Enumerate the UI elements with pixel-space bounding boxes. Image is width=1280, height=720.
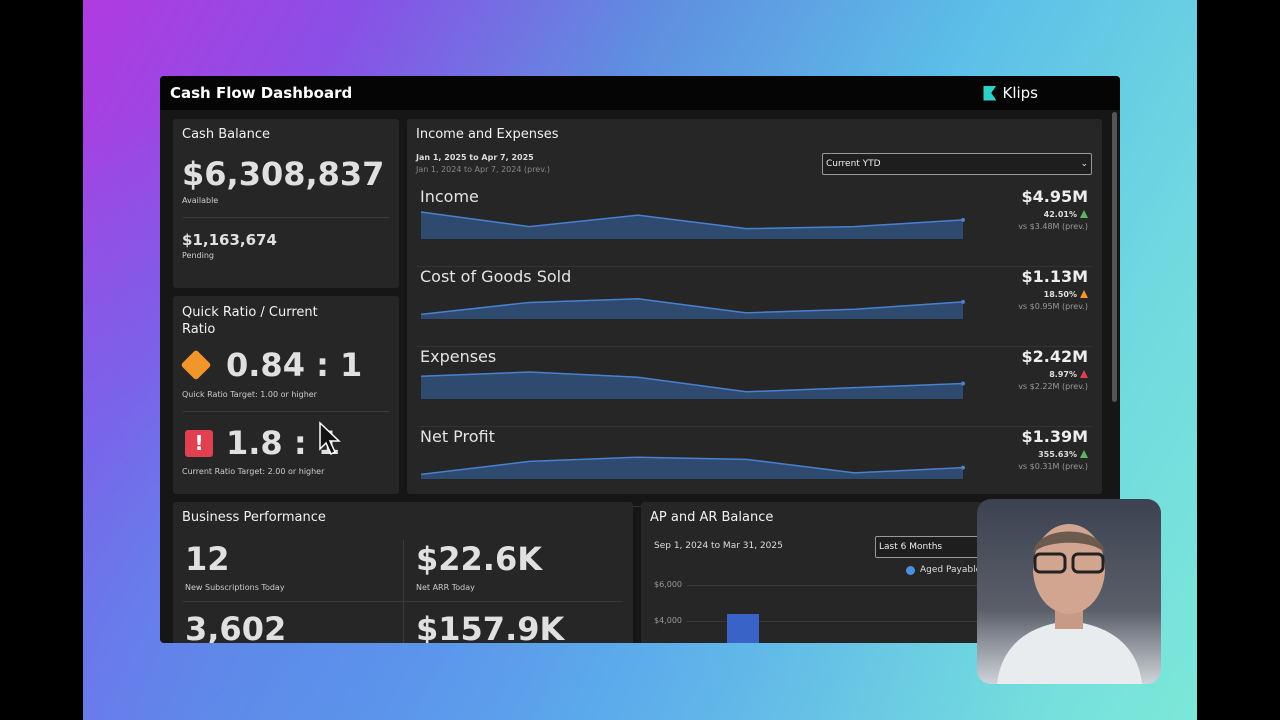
trend-up-icon — [1080, 370, 1088, 378]
sparkline — [420, 298, 965, 319]
sparkline-end-point — [961, 465, 965, 470]
quick-ratio-value: 0.84 : 1 — [226, 346, 363, 384]
card-title: Business Performance — [182, 510, 326, 525]
metric-label: Net Profit — [420, 427, 495, 446]
card-title: AP and AR Balance — [650, 510, 774, 525]
period-select-value: Last 6 Months — [879, 542, 943, 552]
aged-payables-bar — [727, 613, 759, 643]
prev-date-range: Jan 1, 2024 to Apr 7, 2024 (prev.) — [416, 165, 550, 174]
divider — [183, 411, 389, 412]
dashboard-title: Cash Flow Dashboard — [170, 84, 353, 102]
dashboard-header: Cash Flow Dashboard Klips — [160, 76, 1120, 110]
card-title: Income and Expenses — [416, 127, 559, 142]
klips-logo-icon — [983, 85, 997, 101]
metric-label: Cost of Goods Sold — [420, 267, 572, 286]
sparkline-end-point — [961, 381, 965, 386]
metric-change: 355.63% — [1038, 450, 1088, 459]
prev-value: vs $2.22M (prev.) — [1018, 382, 1088, 391]
new-subscriptions-value: 12 — [185, 540, 230, 578]
prev-value: vs $0.95M (prev.) — [1018, 302, 1088, 311]
change-percent: 8.97% — [1049, 370, 1077, 379]
webcam-overlay — [977, 499, 1161, 684]
y-tick-label: $6,000 — [654, 580, 682, 589]
sparkline-line — [420, 371, 964, 393]
cash-balance-card: Cash Balance $6,308,837 Available $1,163… — [173, 119, 399, 288]
chart-legend: Aged Payables — [906, 565, 986, 575]
available-value: $6,308,837 — [182, 155, 385, 193]
sparkline-area — [421, 372, 963, 399]
chevron-down-icon: ⌄ — [1080, 159, 1088, 169]
metric-value: $157.9K — [416, 610, 565, 643]
change-percent: 355.63% — [1038, 450, 1077, 459]
sparkline-area — [421, 212, 963, 239]
new-subscriptions-label: New Subscriptions Today — [185, 583, 285, 592]
trend-up-icon — [1080, 450, 1088, 458]
metric-row: Income $4.95M 42.01% vs $3.48M (prev.) — [417, 187, 1092, 267]
metric-change: 18.50% — [1044, 290, 1088, 299]
metric-value: $1.13M — [1021, 267, 1088, 286]
metric-value: 3,602 — [185, 610, 287, 643]
alert-exclamation-icon: ! — [185, 430, 213, 457]
sparkline-area — [421, 457, 963, 479]
klips-logo: Klips — [983, 84, 1038, 102]
metric-change: 42.01% — [1044, 210, 1088, 219]
metric-value: $2.42M — [1021, 347, 1088, 366]
metric-change: 8.97% — [1049, 370, 1088, 379]
brand-name: Klips — [1002, 84, 1038, 102]
change-percent: 18.50% — [1043, 290, 1077, 299]
sparkline — [420, 211, 965, 239]
metric-row: Net Profit $1.39M 355.63% vs $0.31M (pre… — [417, 427, 1092, 507]
sparkline-end-point — [961, 299, 965, 304]
sparkline — [420, 371, 965, 399]
pending-label: Pending — [182, 251, 214, 260]
trend-up-icon — [1080, 210, 1088, 218]
net-arr-value: $22.6K — [416, 540, 543, 578]
metric-value: $1.39M — [1021, 427, 1088, 446]
current-ratio-target: Current Ratio Target: 2.00 or higher — [182, 467, 325, 476]
warning-diamond-icon — [180, 349, 212, 381]
ratio-card: Quick Ratio / Current Ratio 0.84 : 1 Qui… — [173, 296, 399, 494]
metric-row: Expenses $2.42M 8.97% vs $2.22M (prev.) — [417, 347, 1092, 427]
date-range: Sep 1, 2024 to Mar 31, 2025 — [654, 541, 783, 551]
y-tick-label: $4,000 — [654, 616, 682, 625]
date-range: Jan 1, 2025 to Apr 7, 2025 — [416, 153, 534, 162]
period-select-value: Current YTD — [826, 159, 881, 169]
business-performance-card: Business Performance 12 New Subscription… — [173, 502, 633, 643]
sparkline — [420, 456, 965, 479]
net-arr-label: Net ARR Today — [416, 583, 475, 592]
gridline — [687, 621, 1102, 622]
prev-value: vs $3.48M (prev.) — [1018, 222, 1088, 231]
presenter-video — [997, 524, 1142, 684]
gridline — [687, 585, 1102, 586]
pending-value: $1,163,674 — [182, 231, 277, 249]
quick-ratio-target: Quick Ratio Target: 1.00 or higher — [182, 390, 317, 399]
metric-row: Cost of Goods Sold $1.13M 18.50% vs $0.9… — [417, 267, 1092, 347]
divider — [183, 217, 389, 218]
dashboard-window: Cash Flow Dashboard Klips Cash Balance $… — [160, 76, 1120, 643]
trend-up-icon — [1080, 290, 1088, 298]
legend-label: Aged Payables — [920, 565, 986, 575]
sparkline-area — [421, 298, 963, 319]
divider — [183, 601, 623, 602]
divider — [403, 540, 404, 643]
metric-label: Income — [420, 187, 479, 206]
legend-dot-icon — [906, 565, 915, 575]
income-expenses-card: Income and Expenses Jan 1, 2025 to Apr 7… — [407, 119, 1102, 507]
metric-label: Expenses — [420, 347, 497, 366]
metric-value: $4.95M — [1021, 187, 1088, 206]
change-percent: 42.01% — [1043, 210, 1077, 219]
available-label: Available — [182, 196, 219, 205]
sparkline-end-point — [961, 217, 965, 222]
scrollbar[interactable] — [1112, 112, 1117, 402]
sparkline-line — [420, 456, 964, 476]
card-title: Cash Balance — [182, 127, 271, 142]
period-select[interactable]: Current YTD ⌄ — [822, 153, 1092, 175]
sparkline-line — [420, 211, 964, 230]
card-title: Quick Ratio / Current Ratio — [182, 305, 318, 337]
mouse-cursor-icon — [319, 421, 341, 456]
sparkline-line — [420, 298, 964, 316]
prev-value: vs $0.31M (prev.) — [1018, 462, 1088, 471]
